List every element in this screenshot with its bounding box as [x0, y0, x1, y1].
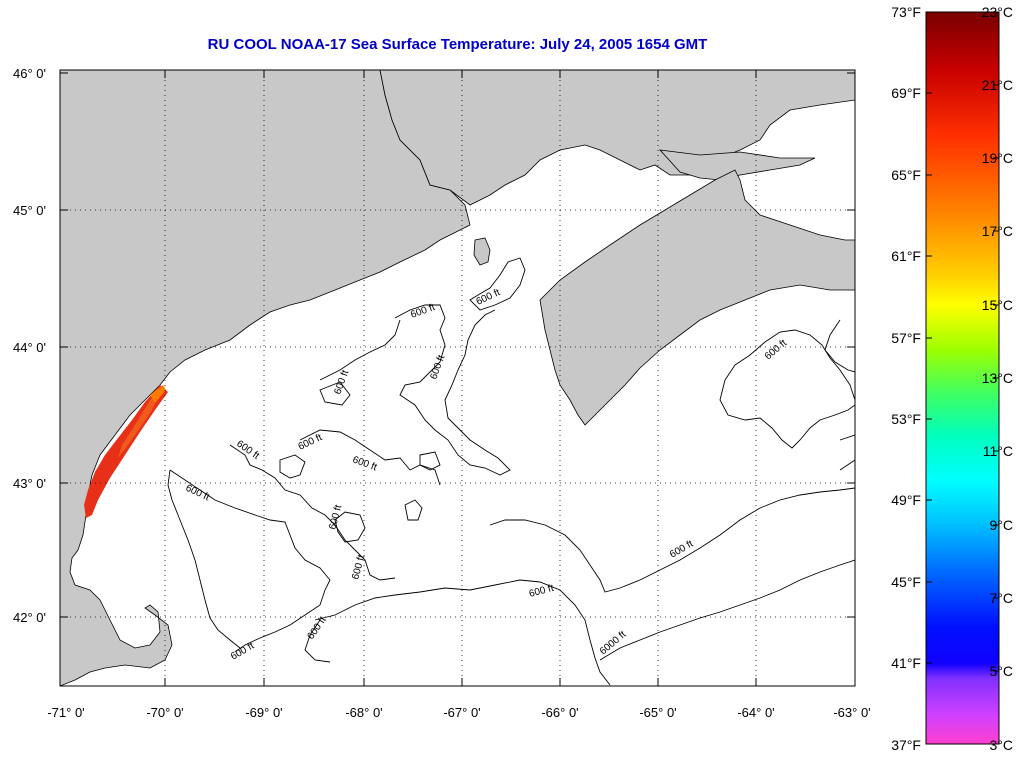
sst-orange-patch	[150, 385, 166, 403]
f-label: 41°F	[891, 655, 921, 671]
map-title: RU COOL NOAA-17 Sea Surface Temperature:…	[207, 36, 708, 53]
c-label: 23°C	[982, 4, 1013, 20]
f-label: 49°F	[891, 492, 921, 508]
f-label: 73°F	[891, 4, 921, 20]
lat-label: 43° 0'	[13, 476, 46, 491]
lon-label: -69° 0'	[245, 705, 282, 720]
c-label: 3°C	[990, 737, 1014, 753]
f-label: 65°F	[891, 167, 921, 183]
land-north-shore	[658, 149, 816, 181]
lat-label: 45° 0'	[13, 203, 46, 218]
lat-label: 46° 0'	[13, 66, 46, 81]
colorbar-fahrenheit-labels: 73°F 69°F 65°F 61°F 57°F 53°F 49°F 45°F …	[891, 4, 921, 753]
map-frame	[59, 69, 856, 687]
lon-label: -71° 0'	[47, 705, 84, 720]
f-label: 45°F	[891, 574, 921, 590]
c-label: 17°C	[982, 223, 1013, 239]
lon-label: -67° 0'	[443, 705, 480, 720]
c-label: 13°C	[982, 370, 1013, 386]
lat-label: 42° 0'	[13, 610, 46, 625]
land-new-brunswick	[379, 70, 855, 206]
colorbar-celsius-labels: 23°C 21°C 19°C 17°C 15°C 13°C 11°C 9°C 7…	[982, 4, 1013, 753]
lon-label: -65° 0'	[639, 705, 676, 720]
lon-label: -70° 0'	[146, 705, 183, 720]
c-label: 9°C	[990, 517, 1014, 533]
lon-label: -64° 0'	[737, 705, 774, 720]
f-label: 57°F	[891, 330, 921, 346]
bathymetry-contours	[167, 257, 855, 686]
c-label: 15°C	[982, 297, 1013, 313]
c-label: 21°C	[982, 77, 1013, 93]
land-grand-manan	[473, 237, 491, 266]
lon-label: -63° 0'	[833, 705, 870, 720]
lon-label: -66° 0'	[541, 705, 578, 720]
f-label: 69°F	[891, 85, 921, 101]
c-label: 11°C	[983, 443, 1013, 459]
c-label: 5°C	[990, 663, 1014, 679]
f-label: 37°F	[891, 737, 921, 753]
sst-coastal-strip	[84, 385, 168, 518]
f-label: 61°F	[891, 248, 921, 264]
c-label: 7°C	[990, 590, 1014, 606]
colorbar	[925, 11, 1000, 745]
colorbar-ticks	[926, 84, 999, 672]
latitude-labels: 46° 0' 45° 0' 44° 0' 43° 0' 42° 0'	[13, 66, 46, 625]
f-label: 53°F	[891, 411, 921, 427]
map-ticks	[60, 70, 855, 686]
c-label: 19°C	[982, 150, 1013, 166]
longitude-labels: -71° 0' -70° 0' -69° 0' -68° 0' -67° 0' …	[47, 705, 870, 720]
land-nova-scotia	[539, 169, 855, 426]
lon-label: -68° 0'	[345, 705, 382, 720]
sst-warm-patch	[118, 392, 160, 458]
land-maine-newengland	[60, 70, 471, 686]
lat-label: 44° 0'	[13, 340, 46, 355]
